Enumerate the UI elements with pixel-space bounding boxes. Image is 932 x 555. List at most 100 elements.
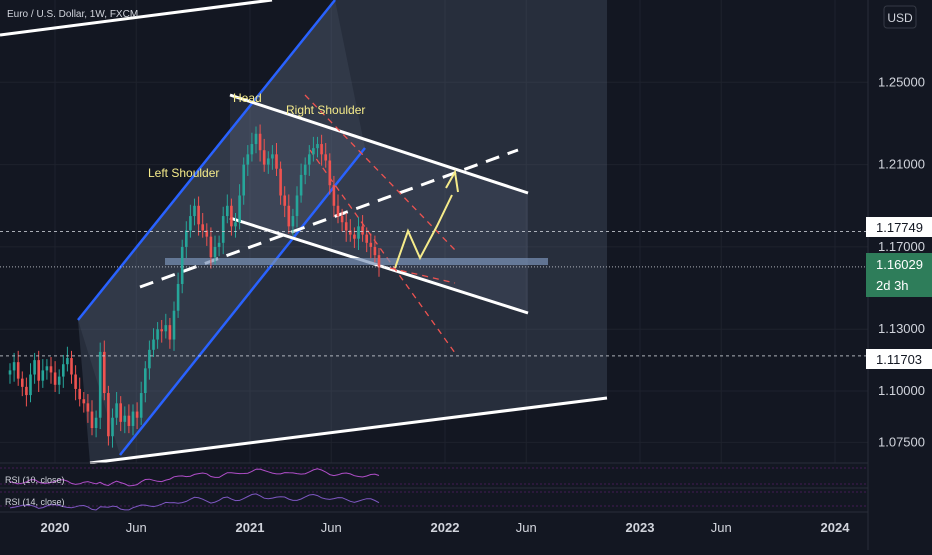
top-trendline[interactable] [0, 0, 273, 37]
candle-body[interactable] [328, 160, 332, 186]
candle-body[interactable] [291, 216, 295, 227]
candle-body[interactable] [357, 226, 360, 239]
candle-body[interactable] [45, 366, 49, 371]
candle-body[interactable] [131, 411, 135, 426]
candle-body[interactable] [299, 174, 303, 196]
rising-channel-lower-line[interactable] [119, 147, 366, 456]
candle-body[interactable] [107, 393, 110, 437]
rsi10-pane[interactable] [0, 464, 868, 488]
candle-body[interactable] [90, 411, 94, 429]
time-axis[interactable] [0, 513, 868, 550]
candle-body[interactable] [332, 185, 336, 206]
candle-body[interactable] [324, 154, 327, 161]
candle-body[interactable] [242, 164, 245, 196]
bottom-trendline[interactable] [89, 396, 608, 465]
candle-body[interactable] [271, 154, 274, 159]
candle-body[interactable] [160, 329, 163, 332]
candle-body[interactable] [238, 195, 241, 223]
candle-body[interactable] [308, 154, 311, 165]
candle-body[interactable] [287, 205, 291, 227]
candle-body[interactable] [369, 242, 373, 247]
candle-body[interactable] [41, 370, 45, 381]
candle-body[interactable] [139, 393, 143, 418]
candle-body[interactable] [152, 339, 155, 350]
candle-body[interactable] [217, 242, 221, 247]
candle-body[interactable] [349, 230, 352, 235]
candle-body[interactable] [234, 222, 237, 227]
candle-body[interactable] [33, 360, 36, 375]
candle-body[interactable] [279, 168, 282, 196]
candle-body[interactable] [258, 133, 262, 151]
candle-body[interactable] [344, 222, 348, 231]
candle-body[interactable] [144, 368, 147, 394]
candle-body[interactable] [86, 403, 90, 412]
candle-body[interactable] [168, 325, 172, 340]
candle-body[interactable] [94, 417, 98, 429]
candle-body[interactable] [353, 234, 356, 239]
candle-body[interactable] [336, 205, 340, 217]
candle-body[interactable] [98, 351, 102, 418]
candle-body[interactable] [361, 226, 364, 235]
candle-body[interactable] [119, 403, 122, 422]
candle-body[interactable] [226, 205, 229, 217]
support-zone[interactable] [165, 258, 548, 265]
candle-body[interactable] [250, 144, 254, 155]
forecast-path[interactable] [394, 194, 453, 269]
candle-body[interactable] [176, 283, 180, 311]
candle-body[interactable] [135, 411, 139, 418]
candle-body[interactable] [25, 386, 28, 396]
candle-body[interactable] [320, 144, 323, 155]
candle-body[interactable] [148, 349, 151, 369]
candle-body[interactable] [246, 154, 250, 165]
candle-body[interactable] [21, 378, 24, 387]
candle-body[interactable] [115, 403, 118, 418]
candle-body[interactable] [49, 366, 53, 373]
candle-body[interactable] [373, 246, 377, 256]
candle-body[interactable] [197, 205, 200, 225]
candle-body[interactable] [205, 230, 209, 237]
candle-body[interactable] [62, 364, 65, 377]
candle-body[interactable] [164, 325, 168, 332]
candle-body[interactable] [12, 362, 16, 371]
candle-body[interactable] [189, 216, 192, 231]
candle-body[interactable] [53, 372, 57, 385]
candle-body[interactable] [221, 216, 225, 243]
candle-body[interactable] [66, 358, 69, 365]
candle-body[interactable] [365, 234, 368, 243]
candle-body[interactable] [127, 415, 131, 426]
candle-body[interactable] [209, 236, 213, 258]
candle-body[interactable] [267, 158, 270, 165]
candle-body[interactable] [254, 133, 258, 145]
candle-body[interactable] [16, 362, 20, 379]
candle-body[interactable] [201, 224, 204, 231]
candle-body[interactable] [37, 360, 40, 381]
candle-body[interactable] [180, 246, 184, 284]
candle-body[interactable] [275, 154, 278, 169]
candle-body[interactable] [78, 388, 81, 400]
candle-body[interactable] [156, 329, 159, 340]
candle-body[interactable] [185, 230, 188, 247]
candle-body[interactable] [29, 374, 32, 396]
candle-body[interactable] [213, 246, 217, 258]
candle-body[interactable] [262, 150, 266, 165]
currency-button[interactable] [883, 5, 917, 29]
candle-body[interactable] [103, 351, 106, 394]
candle-body[interactable] [57, 376, 61, 385]
candle-body[interactable] [8, 370, 12, 375]
candle-body[interactable] [295, 195, 299, 217]
candle-body[interactable] [377, 255, 381, 268]
candle-body[interactable] [283, 195, 286, 206]
candle-body[interactable] [172, 310, 176, 340]
candle-body[interactable] [82, 399, 86, 404]
candle-body[interactable] [316, 144, 319, 149]
candle-body[interactable] [312, 148, 315, 155]
falling-channel-upper-line[interactable] [229, 93, 529, 195]
candle-body[interactable] [303, 164, 307, 175]
candle-body[interactable] [123, 415, 127, 422]
candle-body[interactable] [340, 216, 344, 223]
candle-body[interactable] [193, 205, 196, 217]
candle-body[interactable] [230, 205, 233, 227]
candle-body[interactable] [74, 374, 77, 389]
candle-body[interactable] [70, 358, 73, 375]
